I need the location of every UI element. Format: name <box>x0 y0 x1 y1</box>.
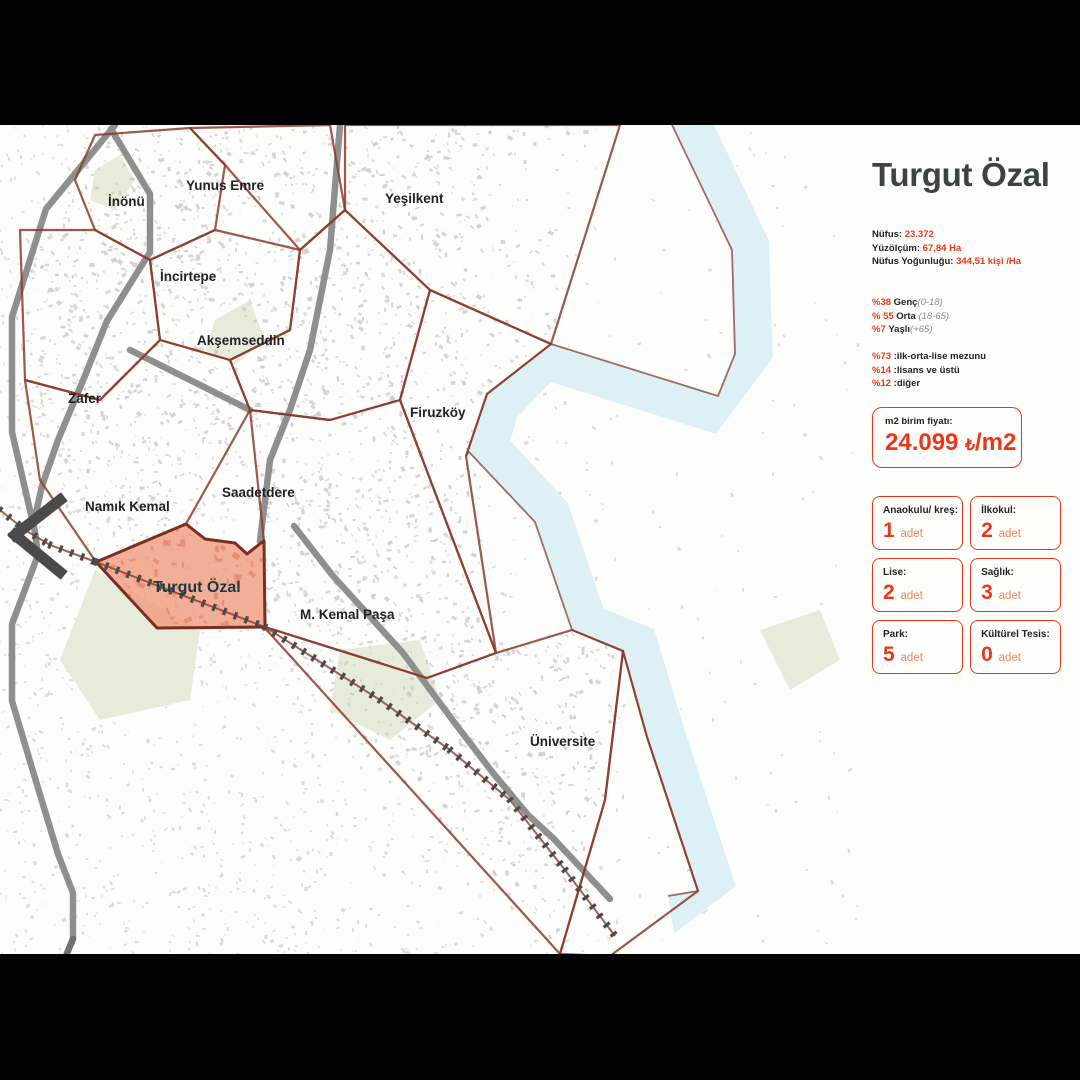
svg-text:M. Kemal Paşa: M. Kemal Paşa <box>300 607 395 622</box>
svg-text:Zafer: Zafer <box>68 391 102 406</box>
svg-text:İncirtepe: İncirtepe <box>160 269 217 284</box>
svg-text:Firuzköy: Firuzköy <box>410 405 466 420</box>
svg-text:İnönü: İnönü <box>108 194 145 209</box>
svg-text:Saadetdere: Saadetdere <box>222 485 295 500</box>
svg-text:Yunus Emre: Yunus Emre <box>186 178 265 193</box>
svg-text:Üniversite: Üniversite <box>530 734 596 749</box>
svg-text:Akşemseddin: Akşemseddin <box>197 333 285 348</box>
svg-text:Turgut Özal: Turgut Özal <box>153 577 241 596</box>
svg-text:Namık Kemal: Namık Kemal <box>85 499 170 514</box>
svg-text:Yeşilkent: Yeşilkent <box>385 191 444 206</box>
